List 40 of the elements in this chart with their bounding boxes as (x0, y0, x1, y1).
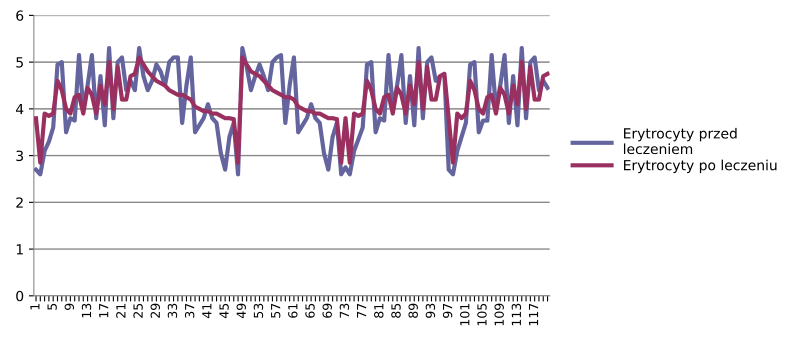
line-series (34, 55, 550, 165)
legend-label: Erytrocyty przed leczeniem (624, 128, 737, 154)
x-tick-label: 89 (408, 304, 418, 318)
x-tick-label: 105 (477, 304, 487, 326)
x-tick-label: 81 (374, 304, 384, 318)
y-tick-label: 5 (16, 57, 23, 68)
y-tick-label: 2 (16, 197, 23, 208)
x-tick-label: 45 (219, 304, 229, 318)
x-tick-label: 49 (236, 304, 246, 318)
y-tick-label: 3 (16, 150, 24, 162)
y-tick-label: 0 (16, 290, 24, 302)
y-tick-label: 1 (16, 244, 23, 254)
x-tick-label: 109 (494, 304, 504, 326)
x-tick-label: 85 (391, 304, 401, 318)
x-tick-label: 61 (288, 304, 298, 318)
x-tick-label: 37 (184, 304, 194, 318)
x-tick-label: 69 (322, 304, 332, 318)
x-tick-label: 93 (426, 304, 436, 318)
legend-label: Erytrocyty po leczeniu (624, 160, 776, 174)
x-tick-label: 101 (460, 304, 470, 326)
x-tick-label: 1 (30, 304, 40, 310)
x-tick-label: 117 (528, 304, 538, 326)
x-tick-label: 73 (340, 304, 350, 318)
x-tick-label: 113 (512, 304, 522, 326)
x-tick-label: 53 (254, 304, 264, 318)
x-tick-label: 13 (82, 304, 92, 318)
x-tick-label: 33 (168, 304, 178, 318)
x-tick-label: 41 (202, 304, 212, 318)
x-tick-label: 25 (133, 304, 143, 318)
x-tick-label: 21 (116, 304, 126, 318)
x-tick-label: 97 (442, 304, 452, 318)
x-tick-label: 29 (150, 304, 160, 318)
x-tick-label: 5 (48, 304, 57, 310)
x-tick-label: 65 (305, 304, 315, 318)
x-tick-label: 57 (271, 304, 280, 318)
x-tick-label: 9 (64, 304, 74, 310)
y-tick-label: 4 (16, 104, 24, 114)
x-tick-label: 17 (99, 304, 108, 318)
y-tick-label: 6 (16, 10, 24, 21)
x-tick-label: 77 (357, 304, 366, 318)
